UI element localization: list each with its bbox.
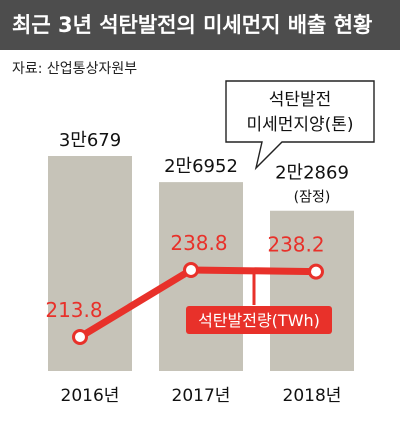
bar-value-label-2: 2만2869 [275, 163, 349, 184]
bar-series-legend-line-0: 석탄발전 [269, 90, 332, 110]
line-value-label-1: 238.8 [170, 231, 227, 255]
source-note: 자료: 산업통상자원부 [12, 61, 138, 77]
bar-0 [48, 156, 132, 371]
bar-series-legend-line-1: 미세먼지양(톤) [246, 115, 353, 135]
bar-note-label-2: (잠정) [294, 190, 331, 206]
x-tick-label-2: 2018년 [283, 386, 342, 406]
line-series-legend-label: 석탄발전량(TWh) [198, 311, 320, 330]
bar-value-label-1: 2만6952 [164, 156, 238, 177]
line-value-label-2: 238.2 [267, 233, 324, 257]
x-tick-label-1: 2017년 [172, 386, 231, 406]
line-point-1 [183, 262, 199, 278]
line-series-legend-box [186, 306, 332, 334]
bar-2 [270, 210, 354, 371]
line-value-label-0: 213.8 [45, 298, 102, 322]
page-title: 최근 3년 석탄발전의 미세먼지 배출 현황 [0, 0, 400, 50]
bar-series-callout-box [225, 80, 375, 171]
line-point-2 [308, 263, 324, 280]
line-point-0 [72, 329, 88, 345]
bar-value-label-0: 3만679 [59, 130, 121, 151]
x-tick-label-0: 2016년 [61, 386, 120, 406]
bar-1 [159, 182, 243, 371]
